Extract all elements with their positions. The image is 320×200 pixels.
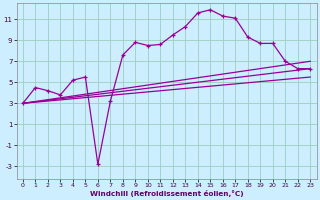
X-axis label: Windchill (Refroidissement éolien,°C): Windchill (Refroidissement éolien,°C) [90,190,244,197]
